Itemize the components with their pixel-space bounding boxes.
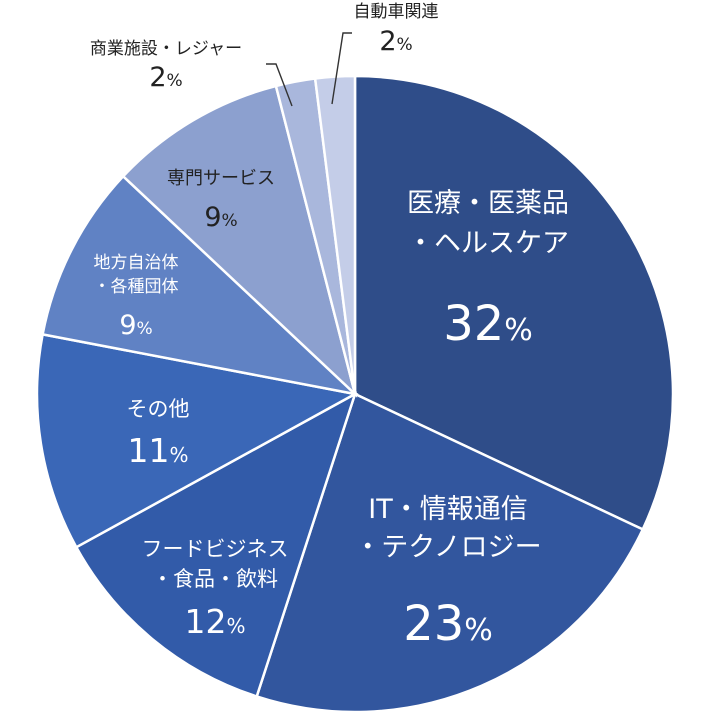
slice-percent-3: 11% (127, 431, 188, 470)
leader-line-7 (331, 32, 352, 105)
slice-percent-6: 2% (149, 62, 182, 93)
pie-slice-0 (353, 74, 675, 532)
slice-label-7-line-0: 自動車関連 (354, 2, 439, 22)
slice-percent-0: 32% (443, 296, 533, 352)
pie-slice-1 (255, 392, 645, 714)
slice-label-6-line-0: 商業施設・レジャー (90, 39, 242, 59)
slice-label-3-line-0: その他 (127, 397, 190, 421)
slice-label-2-line-1: ・食品・飲料 (152, 567, 278, 591)
pie-slice-7 (313, 74, 357, 395)
pie-slice-4 (41, 174, 359, 397)
slice-label-0-line-0: 医療・医薬品 (407, 188, 569, 219)
slice-percent-5: 9% (204, 202, 237, 233)
leader-line-6 (266, 63, 293, 107)
slice-percent-2: 12% (184, 602, 245, 641)
slice-label-5-line-0: 専門サービス (167, 168, 275, 189)
slice-percent-1: 23% (403, 596, 493, 652)
slice-percent-7: 2% (379, 26, 412, 57)
pie-slice-2 (74, 391, 358, 699)
slice-label-4-line-0: 地方自治体 (94, 253, 179, 273)
slice-label-2-line-0: フードビジネス (142, 537, 289, 561)
slice-label-4-line-1: ・各種団体 (94, 277, 179, 297)
pie-slice-5 (121, 84, 358, 398)
slice-label-0-line-1: ・ヘルスケア (407, 228, 569, 259)
slice-label-1-line-1: ・テクノロジー (354, 532, 541, 563)
slice-percent-4: 9% (119, 310, 152, 341)
slice-label-1-line-0: IT・情報通信 (368, 494, 527, 525)
pie-slice-3 (35, 332, 359, 549)
